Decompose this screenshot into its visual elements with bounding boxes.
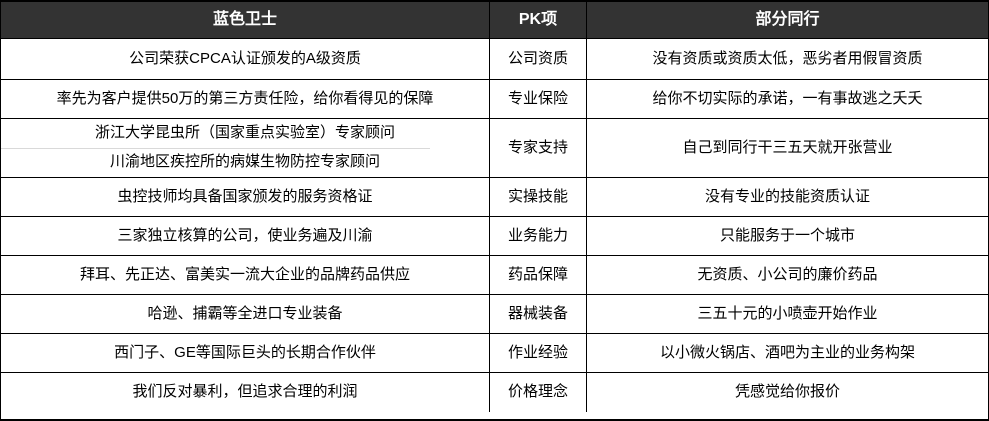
ours-cell: 哈逊、捕霸等全进口专业装备 xyxy=(1,295,490,333)
header-peers: 部分同行 xyxy=(755,11,820,28)
table-header-row: 蓝色卫士 PK项 部分同行 xyxy=(1,2,988,39)
ours-cell: 拜耳、先正达、富美实一流大企业的品牌药品供应 xyxy=(1,256,490,294)
table-row: 拜耳、先正达、富美实一流大企业的品牌药品供应 药品保障 无资质、小公司的廉价药品 xyxy=(1,256,988,295)
table-row: 浙江大学昆虫所（国家重点实验室）专家顾问 川渝地区疾控所的病媒生物防控专家顾问 … xyxy=(1,119,988,178)
cell-sub-divider xyxy=(1,147,431,149)
table-row: 率先为客户提供50万的第三方责任险，给你看得见的保障 专业保险 给你不切实际的承… xyxy=(1,80,988,119)
pk-item-cell: 作业经验 xyxy=(490,334,587,372)
peers-cell: 没有资质或资质太低，恶劣者用假冒资质 xyxy=(652,49,923,67)
table-row: 虫控技师均具备国家颁发的服务资格证 实操技能 没有专业的技能资质认证 xyxy=(1,178,988,217)
ours-cell: 虫控技师均具备国家颁发的服务资格证 xyxy=(1,178,490,216)
pk-item-cell: 专家支持 xyxy=(490,119,587,177)
pk-item-cell: 器械装备 xyxy=(490,295,587,333)
ours-cell-line-2: 川渝地区疾控所的病媒生物防控专家顾问 xyxy=(109,153,380,171)
table-row: 哈逊、捕霸等全进口专业装备 器械装备 三五十元的小喷壶开始作业 xyxy=(1,295,988,334)
header-ours: 蓝色卫士 xyxy=(1,2,490,38)
pk-item-cell: 价格理念 xyxy=(490,373,587,412)
ours-cell: 我们反对暴利，但追求合理的利润 xyxy=(1,373,490,412)
peers-cell: 没有专业的技能资质认证 xyxy=(704,187,870,205)
peers-cell: 三五十元的小喷壶开始作业 xyxy=(697,304,878,322)
ours-cell: 浙江大学昆虫所（国家重点实验室）专家顾问 川渝地区疾控所的病媒生物防控专家顾问 xyxy=(1,119,490,177)
header-pk-item: PK项 xyxy=(490,2,587,38)
table-row: 公司荣获CPCA认证颁发的A级资质 公司资质 没有资质或资质太低，恶劣者用假冒资… xyxy=(1,39,988,80)
ours-cell: 率先为客户提供50万的第三方责任险，给你看得见的保障 xyxy=(1,80,490,118)
peers-cell: 给你不切实际的承诺，一有事故逃之夭夭 xyxy=(652,89,923,107)
pk-item-cell: 药品保障 xyxy=(490,256,587,294)
peers-cell: 只能服务于一个城市 xyxy=(719,226,855,244)
peers-cell: 凭感觉给你报价 xyxy=(734,383,840,401)
peers-cell: 无资质、小公司的廉价药品 xyxy=(697,265,878,283)
table-row: 三家独立核算的公司，使业务遍及川渝 业务能力 只能服务于一个城市 xyxy=(1,217,988,256)
ours-cell: 三家独立核算的公司，使业务遍及川渝 xyxy=(1,217,490,255)
ours-cell-line-1: 浙江大学昆虫所（国家重点实验室）专家顾问 xyxy=(94,123,395,141)
ours-cell: 公司荣获CPCA认证颁发的A级资质 xyxy=(1,39,490,79)
peers-cell: 自己到同行干三五天就开张营业 xyxy=(682,138,893,156)
table-row: 我们反对暴利，但追求合理的利润 价格理念 凭感觉给你报价 xyxy=(1,373,988,412)
pk-item-cell: 公司资质 xyxy=(490,39,587,79)
peers-cell: 以小微火锅店、酒吧为主业的业务构架 xyxy=(659,343,915,361)
pk-item-cell: 专业保险 xyxy=(490,80,587,118)
pk-item-cell: 业务能力 xyxy=(490,217,587,255)
ours-cell: 西门子、GE等国际巨头的长期合作伙伴 xyxy=(1,334,490,372)
pk-item-cell: 实操技能 xyxy=(490,178,587,216)
table-row: 西门子、GE等国际巨头的长期合作伙伴 作业经验 以小微火锅店、酒吧为主业的业务构… xyxy=(1,334,988,373)
